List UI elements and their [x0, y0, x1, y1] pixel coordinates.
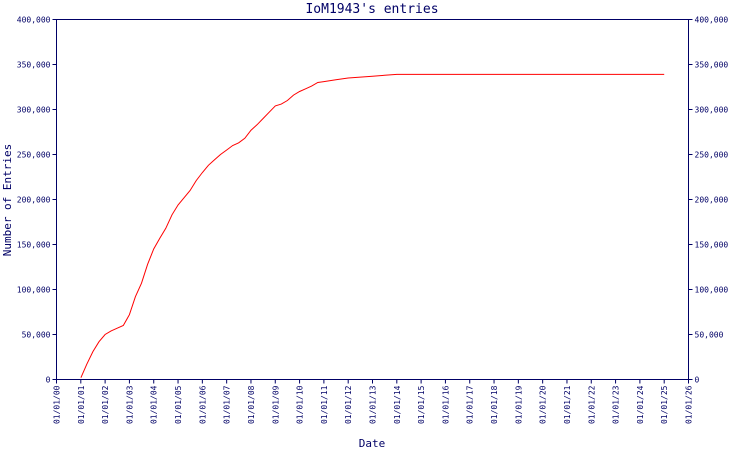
x-tick-label: 01/01/21 — [563, 385, 572, 424]
x-tick-label: 01/01/00 — [53, 385, 62, 424]
x-tick-label: 01/01/14 — [393, 385, 402, 424]
y-tick-label-left: 50,000 — [22, 331, 51, 340]
y-tick-label-left: 0 — [46, 376, 51, 385]
x-tick-label: 01/01/20 — [539, 385, 548, 424]
y-tick-label-left: 400,000 — [17, 16, 51, 25]
series-layer — [80, 73, 665, 378]
x-tick-label: 01/01/01 — [77, 385, 86, 424]
x-tick-label: 01/01/24 — [636, 385, 645, 424]
chart-title: IoM1943's entries — [305, 2, 438, 17]
x-tick-label: 01/01/08 — [247, 385, 256, 424]
y-tick-label-left: 100,000 — [17, 286, 51, 295]
x-tick-label: 01/01/15 — [417, 385, 426, 424]
x-tick-label: 01/01/09 — [271, 385, 280, 424]
x-tick-label: 01/01/22 — [587, 385, 596, 424]
y-axis-left: 0 50,000 100,000 150,000 200,000 250,000 300,0… — [17, 16, 57, 385]
x-tick-label: 01/01/18 — [490, 385, 499, 424]
y-tick-label-right: 400,000 — [695, 16, 729, 25]
y-tick-label-right: 350,000 — [695, 61, 729, 70]
plot-frame — [56, 19, 689, 380]
x-tick-label: 01/01/07 — [223, 385, 232, 424]
y-tick-label-right: 250,000 — [695, 151, 729, 160]
x-tick-label: 01/01/03 — [125, 385, 134, 424]
y-tick-label-right: 100,000 — [695, 286, 729, 295]
x-axis: 01/01/00 01/01/01 01/01/02 01/01/03 01/01/04… — [53, 379, 694, 424]
x-tick-label: 01/01/10 — [296, 385, 305, 424]
x-tick-label: 01/01/16 — [441, 385, 450, 424]
y-tick-label-left: 250,000 — [17, 151, 51, 160]
y-axis-right: 0 50,000 100,000 150,000 200,000 250,000 300,0… — [688, 16, 729, 385]
x-tick-label: 01/01/05 — [174, 385, 183, 424]
x-tick-label: 01/01/12 — [344, 385, 353, 424]
y-tick-label-right: 300,000 — [695, 106, 729, 115]
y-tick-label-left: 150,000 — [17, 241, 51, 250]
y-tick-label-right: 0 — [695, 376, 700, 385]
x-tick-label: 01/01/04 — [150, 385, 159, 424]
y-axis-label: Number of Entries — [1, 144, 14, 257]
x-tick-label: 01/01/06 — [198, 385, 207, 424]
x-tick-label: 01/01/13 — [369, 385, 378, 424]
x-tick-label: 01/01/23 — [612, 385, 621, 424]
y-tick-label-right: 150,000 — [695, 241, 729, 250]
x-tick-label: 01/01/02 — [101, 385, 110, 424]
x-tick-label: 01/01/26 — [685, 385, 694, 424]
x-tick-label: 01/01/25 — [660, 385, 669, 424]
series-line-0 — [80, 73, 665, 378]
y-tick-label-right: 50,000 — [695, 331, 724, 340]
y-tick-label-left: 300,000 — [17, 106, 51, 115]
y-tick-label-left: 350,000 — [17, 61, 51, 70]
x-axis-label: Date — [359, 437, 386, 450]
y-tick-label-right: 200,000 — [695, 196, 729, 205]
x-tick-label: 01/01/19 — [514, 385, 523, 424]
y-tick-label-left: 200,000 — [17, 196, 51, 205]
x-tick-label: 01/01/17 — [466, 385, 475, 424]
x-tick-label: 01/01/11 — [320, 385, 329, 424]
